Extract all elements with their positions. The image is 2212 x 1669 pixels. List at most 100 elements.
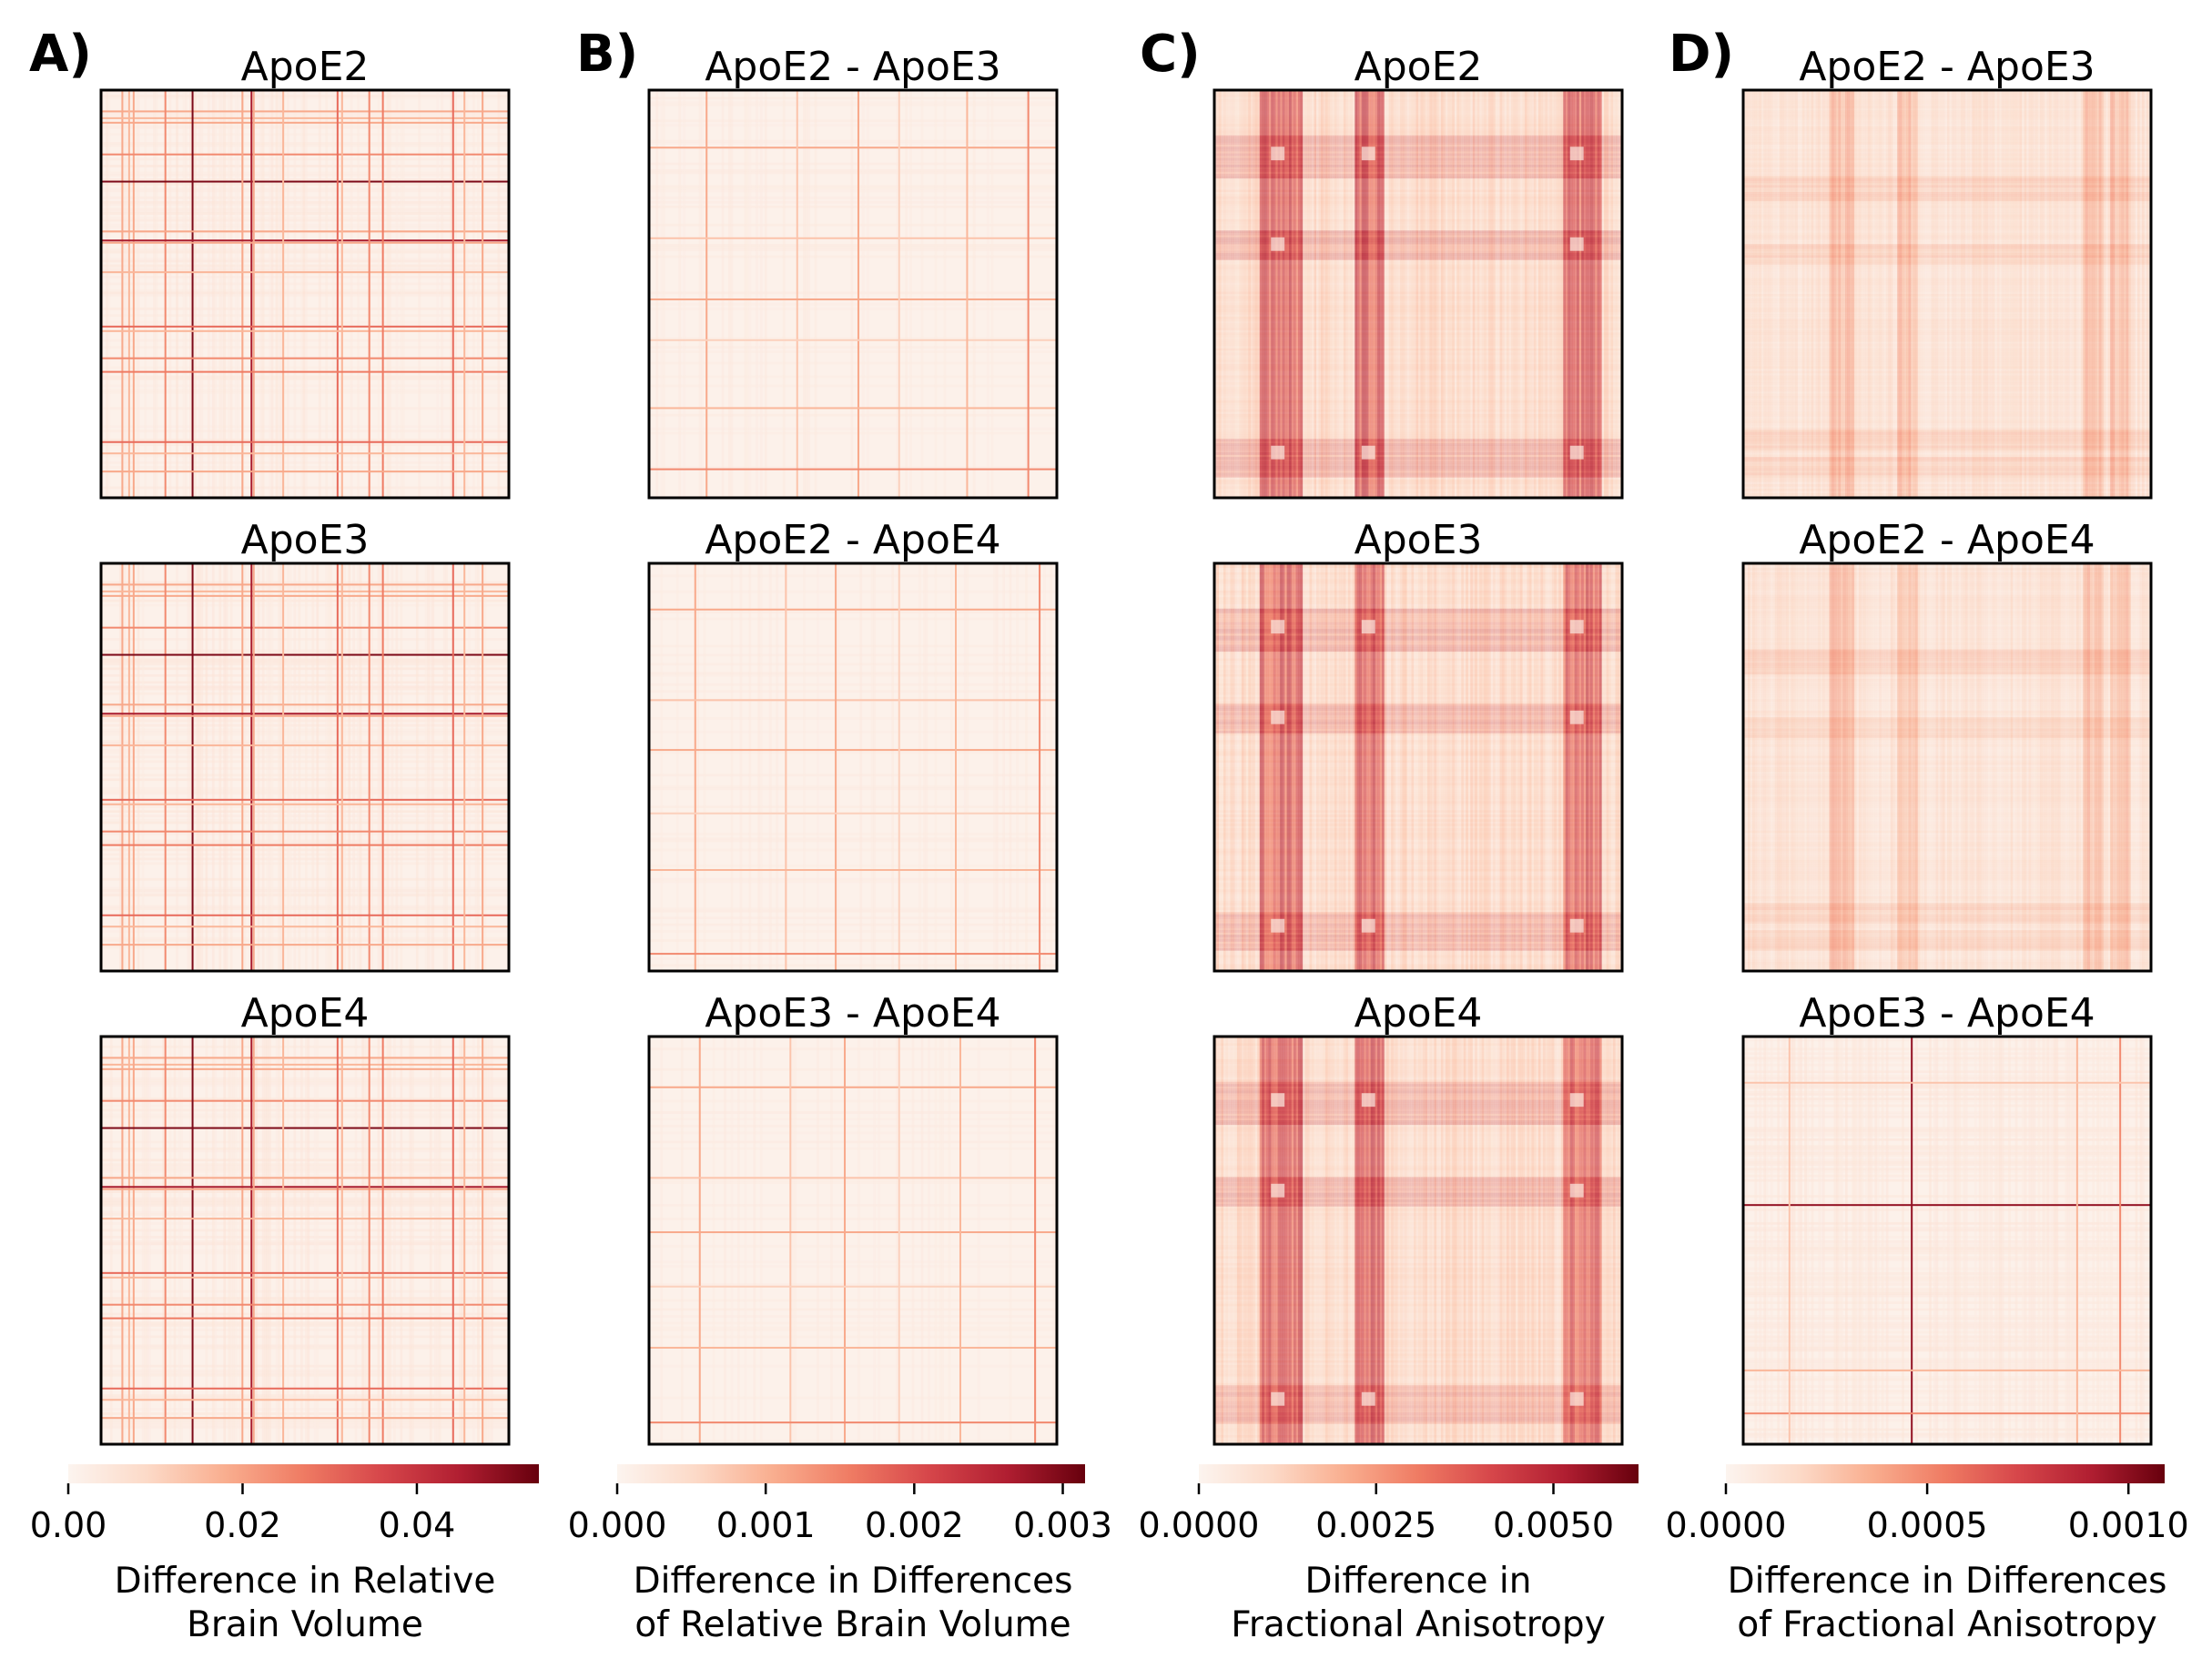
heatmap-col-stripe <box>1606 1037 1609 1444</box>
heatmap-col-stripe <box>1879 90 1882 498</box>
heatmap-frame <box>1213 88 1624 500</box>
heatmap-col-stripe <box>2137 563 2140 971</box>
heatmap-col-stripe <box>1804 1037 1807 1444</box>
heatmap-col-stripe <box>2033 1037 2036 1444</box>
heatmap-col-stripe <box>1944 563 1948 971</box>
heatmap-col-stripe <box>920 1037 924 1444</box>
heatmap-col-stripe <box>433 1037 437 1444</box>
heatmap-col-stripe <box>1881 563 1884 971</box>
heatmap-col-stripe <box>1411 1037 1415 1444</box>
heatmap-col-stripe <box>1232 90 1235 498</box>
heatmap-col-stripe <box>1978 563 1982 971</box>
heatmap-col-stripe <box>1770 90 1773 498</box>
heatmap-col-stripe <box>1395 1037 1398 1444</box>
heatmap-col-stripe <box>1002 563 1005 971</box>
heatmap-col-stripe <box>1615 1037 1618 1444</box>
heatmap-block <box>1569 918 1584 933</box>
heatmap-col-stripe <box>1307 1037 1310 1444</box>
heatmap-col-stripe <box>1243 90 1247 498</box>
heatmap-row-line <box>101 1099 509 1102</box>
heatmap-col-stripe <box>1745 563 1749 971</box>
heatmap-col-stripe <box>1356 563 1360 971</box>
heatmap-col-stripe <box>228 90 231 498</box>
heatmap-col-stripe <box>223 90 227 498</box>
heatmap-col-stripe <box>1853 563 1857 971</box>
heatmap-col-stripe <box>1528 1037 1532 1444</box>
heatmap-block <box>1569 1391 1584 1406</box>
heatmap-col-stripe <box>1370 1037 1374 1444</box>
heatmap-col-stripe <box>2083 1037 2086 1444</box>
heatmap-col-stripe <box>1829 563 1832 971</box>
colorbar-label: Brain Volume <box>187 1604 423 1645</box>
heatmap-col-stripe <box>730 1037 734 1444</box>
heatmap-col-stripe <box>1528 90 1532 498</box>
heatmap-col-stripe <box>1338 90 1342 498</box>
heatmap-col-stripe <box>1334 90 1337 498</box>
heatmap-col-stripe <box>431 563 435 971</box>
heatmap-col-stripe <box>483 563 487 971</box>
heatmap-col-stripe <box>2092 1037 2095 1444</box>
heatmap-col-stripe <box>1983 90 1986 498</box>
heatmap-row-stripe <box>649 1364 1057 1368</box>
heatmap-col-stripe <box>1440 563 1444 971</box>
heatmap-col-stripe <box>1849 90 1852 498</box>
heatmap-col-stripe <box>1947 90 1950 498</box>
heatmap-col-stripe <box>1751 90 1755 498</box>
heatmap-frame <box>99 88 511 500</box>
heatmap-col-stripe <box>1537 90 1541 498</box>
colorbar-gradient <box>68 1464 539 1483</box>
heatmap-col-stripe <box>1294 563 1296 971</box>
heatmap-col-stripe <box>1227 563 1231 971</box>
heatmap-col-stripe <box>1230 90 1233 498</box>
heatmap-col-stripe <box>1964 90 1968 498</box>
heatmap-col-stripe <box>1508 1037 1512 1444</box>
heatmap-col-stripe <box>1772 90 1776 498</box>
heatmap-col-stripe <box>1234 1037 1238 1444</box>
heatmap-col-stripe <box>1545 1037 1548 1444</box>
subplot-title: ApoE3 - ApoE4 <box>705 990 1000 1037</box>
heatmap-col-stripe <box>1259 1037 1263 1444</box>
heatmap-col-stripe <box>1872 90 1875 498</box>
heatmap-col-stripe <box>1558 563 1561 971</box>
heatmap-row-stripe <box>649 957 1057 960</box>
heatmap-col-stripe <box>1783 90 1787 498</box>
heatmap-col-stripe <box>1422 1037 1426 1444</box>
heatmap-col-stripe <box>2013 90 2015 498</box>
heatmap-col-stripe <box>1345 90 1349 498</box>
heatmap-col-stripe <box>1813 90 1816 498</box>
heatmap-col-stripe <box>1443 1037 1446 1444</box>
heatmap-col-stripe <box>730 90 734 498</box>
heatmap-col-stripe <box>1783 563 1787 971</box>
heatmap-col-stripe <box>1520 563 1523 971</box>
heatmap-col-line <box>898 1037 900 1444</box>
heatmap-col-stripe <box>2142 1037 2145 1444</box>
heatmap-col-stripe <box>366 1037 369 1444</box>
heatmap-col-stripe <box>2146 90 2149 498</box>
heatmap-col-stripe <box>1522 563 1526 971</box>
heatmap-col-stripe <box>2075 563 2079 971</box>
heatmap-col-line <box>1039 563 1041 971</box>
heatmap-col-line <box>463 90 466 498</box>
heatmap-col-stripe <box>1990 1037 1993 1444</box>
heatmap-col-stripe <box>2078 90 2082 498</box>
heatmap-row-stripe <box>649 923 1057 926</box>
heatmap-col-stripe <box>678 90 682 498</box>
heatmap-col-stripe <box>1324 90 1328 498</box>
heatmap-col-stripe <box>1885 90 1889 498</box>
heatmap-frame <box>647 1035 1059 1446</box>
heatmap-col-stripe <box>2074 563 2077 971</box>
heatmap-col-stripe <box>1336 1037 1340 1444</box>
heatmap-col-stripe <box>1906 90 1909 498</box>
heatmap-col-stripe <box>1431 90 1435 498</box>
heatmap-col-stripe <box>655 90 659 498</box>
heatmap-col-stripe <box>1370 90 1374 498</box>
heatmap-col-stripe <box>1415 563 1419 971</box>
heatmap-row-line <box>101 116 509 119</box>
heatmap-row-stripe <box>649 1131 1057 1135</box>
heatmap-col-stripe <box>1295 90 1299 498</box>
heatmap-col-stripe <box>198 90 201 498</box>
heatmap-col-line <box>482 563 484 971</box>
heatmap-col-stripe <box>305 563 308 971</box>
heatmap-row-stripe <box>649 1329 1057 1331</box>
